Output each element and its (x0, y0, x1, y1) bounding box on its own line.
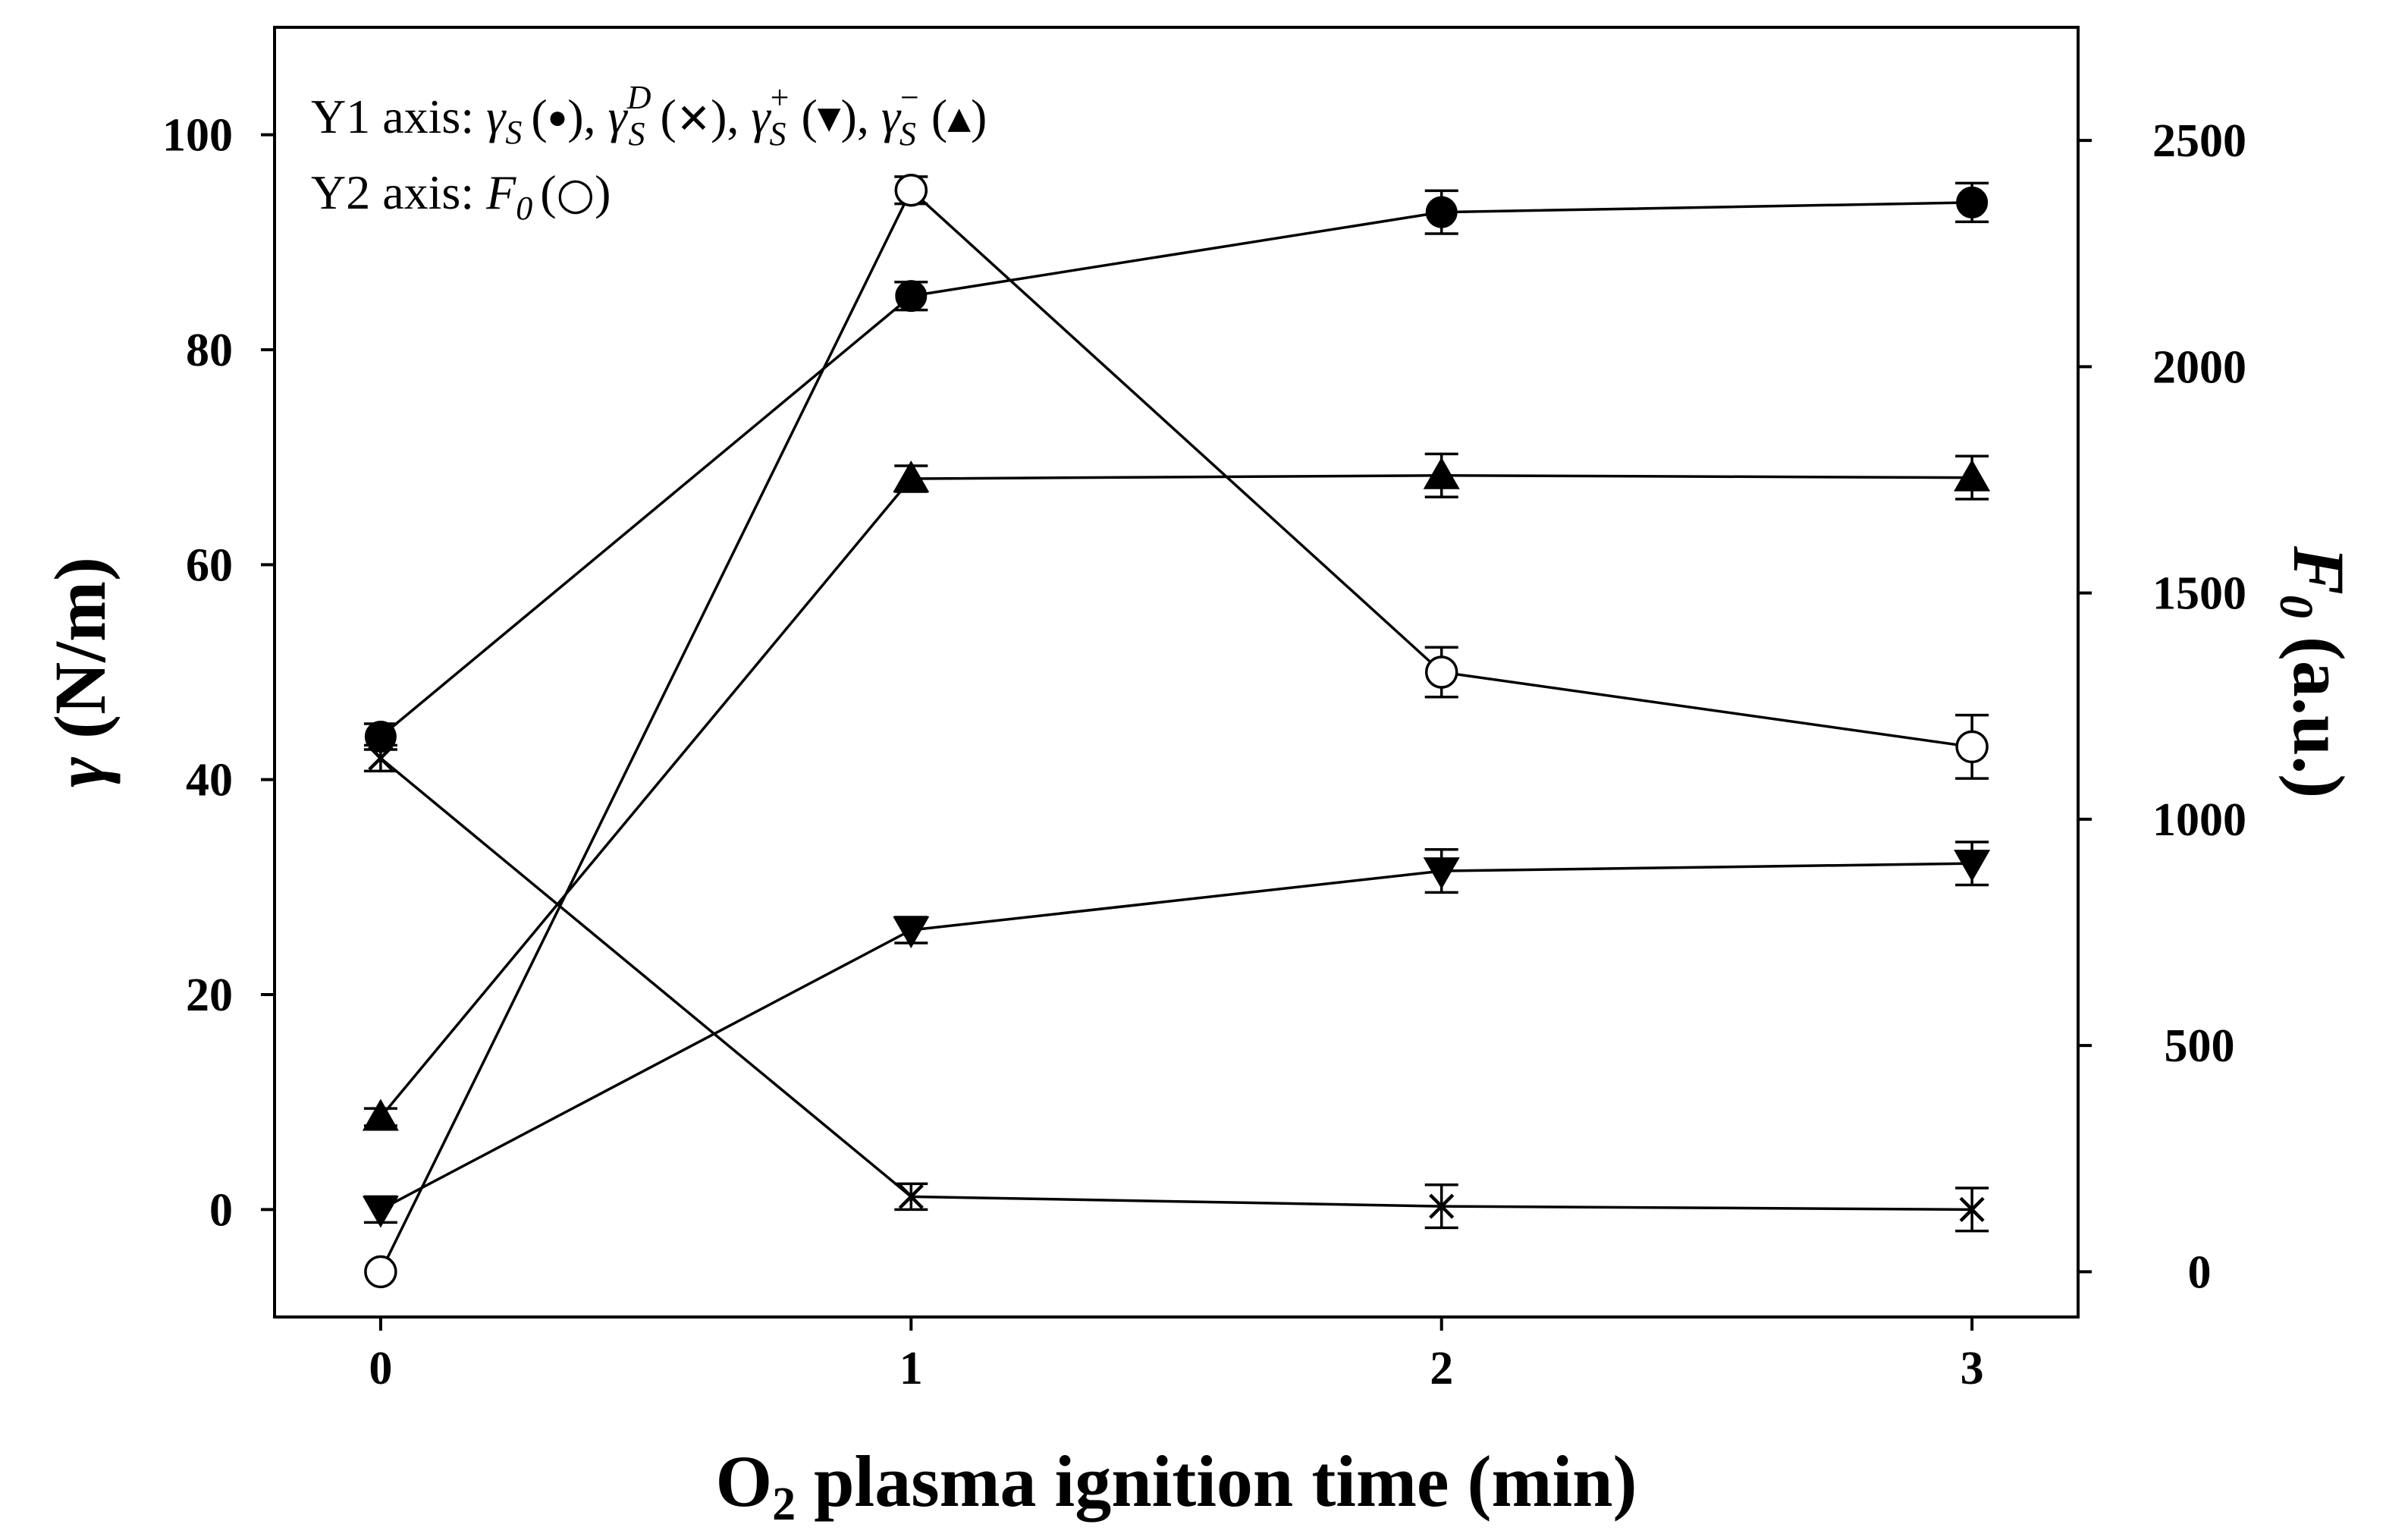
series-4-point-2 (1424, 655, 1458, 689)
legend-open-paren-4: ( (931, 90, 947, 143)
series-1-point-1 (898, 1183, 924, 1209)
series-2-point-3 (1954, 850, 1991, 882)
legend-f0-symbol: F (485, 165, 516, 219)
legend-gamma-minus-symbol: γ (881, 90, 902, 143)
x-tick-label-2: 2 (1430, 1343, 1453, 1394)
legend-gamma-plus-sup: + (771, 79, 790, 116)
x-tick-label-3: 3 (1961, 1343, 1984, 1394)
legend-dot-marker: ● (548, 99, 568, 136)
x-axis-title: O2 plasma ignition time (min) (715, 1441, 1637, 1530)
x-axis-title-rest: plasma ignition time (min) (796, 1441, 1637, 1522)
legend-sep-1: , (584, 90, 608, 143)
legend-open-paren-2: ( (661, 90, 677, 143)
legend-gamma-d-sub: S (629, 115, 645, 152)
x-axis-title-sub: 2 (772, 1479, 796, 1530)
series-0-line (379, 201, 1973, 738)
y1-tick-label-1: 20 (186, 970, 233, 1021)
legend-open-paren-1: ( (531, 90, 547, 143)
y2-tick-label-4: 2000 (2152, 341, 2246, 393)
series-1-point-0 (368, 745, 394, 771)
legend-gamma-s-symbol: γ (486, 90, 507, 143)
series-4-point-1 (894, 173, 928, 207)
legend-gamma-plus-symbol: γ (751, 90, 771, 143)
series-3-point-2 (1423, 457, 1460, 489)
y1-tick-label-2: 40 (186, 755, 233, 806)
legend-gamma-d-sup: D (626, 79, 651, 116)
legend-sep-2: , (727, 90, 751, 143)
series-3-point-1 (893, 460, 930, 492)
series-1-point-2 (1429, 1193, 1455, 1219)
legend: Y1 axis: γS (●), γD S (✕), γ+ S (▼), γ− S (▲) Y… (311, 79, 987, 227)
series-0-point-1 (895, 280, 928, 313)
legend-close-paren-1: ) (567, 90, 583, 143)
legend-cross-marker: ✕ (677, 95, 711, 143)
y1-axis-title-symbol: γ (39, 757, 121, 787)
y2-axis-title-symbol: F (2278, 545, 2359, 595)
series-4-open-circle (364, 173, 1989, 1289)
legend-line-2: Y2 axis: F0 (○) (311, 165, 611, 227)
series-1-cross (363, 743, 1989, 1233)
series-2-point-1 (893, 916, 930, 948)
series-0-point-3 (1956, 186, 1989, 218)
series-3-line (379, 473, 1973, 1118)
series-4-line (379, 187, 1973, 1273)
y2-tick-label-5: 2500 (2152, 115, 2246, 167)
legend-close-paren-4: ) (971, 90, 987, 143)
y2-axis-title-rest: (a.u.) (2278, 618, 2359, 798)
legend-open-paren-3: ( (801, 90, 817, 143)
legend-up-marker: ▲ (947, 101, 971, 136)
legend-down-marker: ▼ (818, 101, 841, 136)
legend-line-1: Y1 axis: γS (●), γD S (✕), γ+ S (▼), γ− S (▲) (311, 79, 987, 152)
legend-open-paren-5: ( (540, 165, 556, 219)
x-tick-label-0: 0 (369, 1343, 392, 1394)
series-2-point-2 (1423, 857, 1460, 890)
series-3-point-3 (1954, 459, 1991, 492)
legend-open-circle-marker: ○ (557, 168, 595, 219)
y1-tick-label-5: 100 (162, 110, 233, 162)
legend-gamma-s-sub: S (505, 114, 522, 151)
plot-frame (273, 26, 2080, 1319)
legend-gamma-minus-sup: − (900, 79, 919, 116)
y2-axis-title-sub: 0 (2270, 595, 2322, 618)
y2-tick-label-3: 1500 (2152, 568, 2246, 620)
legend-gamma-minus-sub: S (899, 115, 916, 152)
series-3-triangle-up (362, 452, 1991, 1131)
y1-tick-label-3: 60 (186, 539, 233, 591)
y2-tick-label-0: 0 (2188, 1246, 2212, 1298)
legend-y1-prefix: Y1 axis: (311, 90, 486, 143)
x-tick-label-1: 1 (899, 1343, 923, 1394)
series-4-point-0 (364, 1255, 397, 1289)
series-3-point-0 (362, 1099, 399, 1131)
y2-axis-title: F0 (a.u.) (2270, 545, 2359, 798)
legend-sep-3: , (857, 90, 881, 143)
x-axis-title-main: O (715, 1441, 772, 1522)
y1-axis-title: γ (N/m) (39, 557, 121, 787)
legend-f0-sub: 0 (516, 190, 532, 227)
series-layer (362, 173, 1991, 1289)
legend-close-paren-3: ) (841, 90, 857, 143)
legend-close-paren-2: ) (711, 90, 727, 143)
series-4-point-3 (1955, 730, 1989, 764)
y2-tick-label-2: 1000 (2152, 794, 2246, 846)
series-0-filled-circle (363, 181, 1989, 753)
legend-y2-prefix: Y2 axis: (311, 165, 486, 219)
series-2-point-0 (362, 1196, 399, 1228)
y1-tick-label-0: 0 (209, 1184, 233, 1236)
legend-gamma-d-symbol: γ (608, 90, 629, 143)
series-0-point-2 (1425, 196, 1458, 228)
y2-tick-label-1: 500 (2165, 1020, 2235, 1072)
y1-axis-title-rest: (N/m) (39, 557, 121, 757)
legend-gamma-plus-sub: S (769, 115, 786, 152)
series-1-line (379, 756, 1973, 1212)
series-2-line (380, 862, 1973, 1211)
legend-close-paren-5: ) (595, 165, 611, 219)
series-2-triangle-down (362, 841, 1991, 1228)
y1-tick-label-4: 80 (186, 325, 233, 376)
series-1-point-3 (1959, 1196, 1985, 1222)
